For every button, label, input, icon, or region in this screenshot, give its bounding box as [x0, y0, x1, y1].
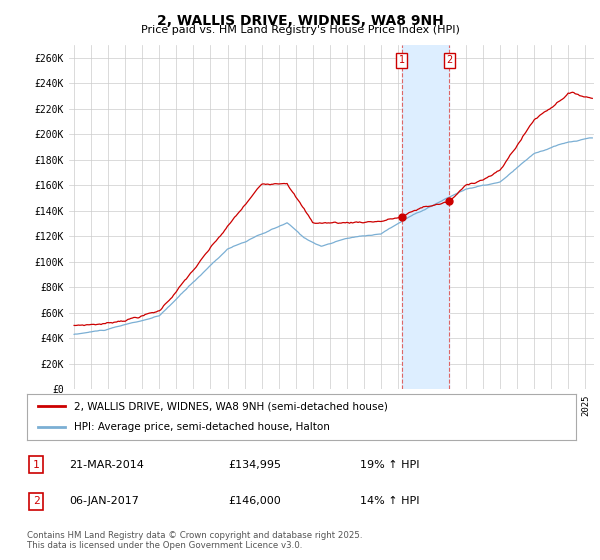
Text: 1: 1 — [398, 55, 405, 65]
Text: HPI: Average price, semi-detached house, Halton: HPI: Average price, semi-detached house,… — [74, 422, 329, 432]
Text: 2: 2 — [446, 55, 452, 65]
Text: 19% ↑ HPI: 19% ↑ HPI — [360, 460, 419, 470]
Text: Price paid vs. HM Land Registry's House Price Index (HPI): Price paid vs. HM Land Registry's House … — [140, 25, 460, 35]
Text: 2: 2 — [32, 496, 40, 506]
Text: 21-MAR-2014: 21-MAR-2014 — [69, 460, 144, 470]
Text: 06-JAN-2017: 06-JAN-2017 — [69, 496, 139, 506]
Text: 1: 1 — [32, 460, 40, 470]
Text: £134,995: £134,995 — [228, 460, 281, 470]
Text: Contains HM Land Registry data © Crown copyright and database right 2025.
This d: Contains HM Land Registry data © Crown c… — [27, 531, 362, 550]
Text: 14% ↑ HPI: 14% ↑ HPI — [360, 496, 419, 506]
Text: 2, WALLIS DRIVE, WIDNES, WA8 9NH: 2, WALLIS DRIVE, WIDNES, WA8 9NH — [157, 14, 443, 28]
Text: £146,000: £146,000 — [228, 496, 281, 506]
Bar — [402, 45, 449, 389]
Text: 2, WALLIS DRIVE, WIDNES, WA8 9NH (semi-detached house): 2, WALLIS DRIVE, WIDNES, WA8 9NH (semi-d… — [74, 401, 388, 411]
